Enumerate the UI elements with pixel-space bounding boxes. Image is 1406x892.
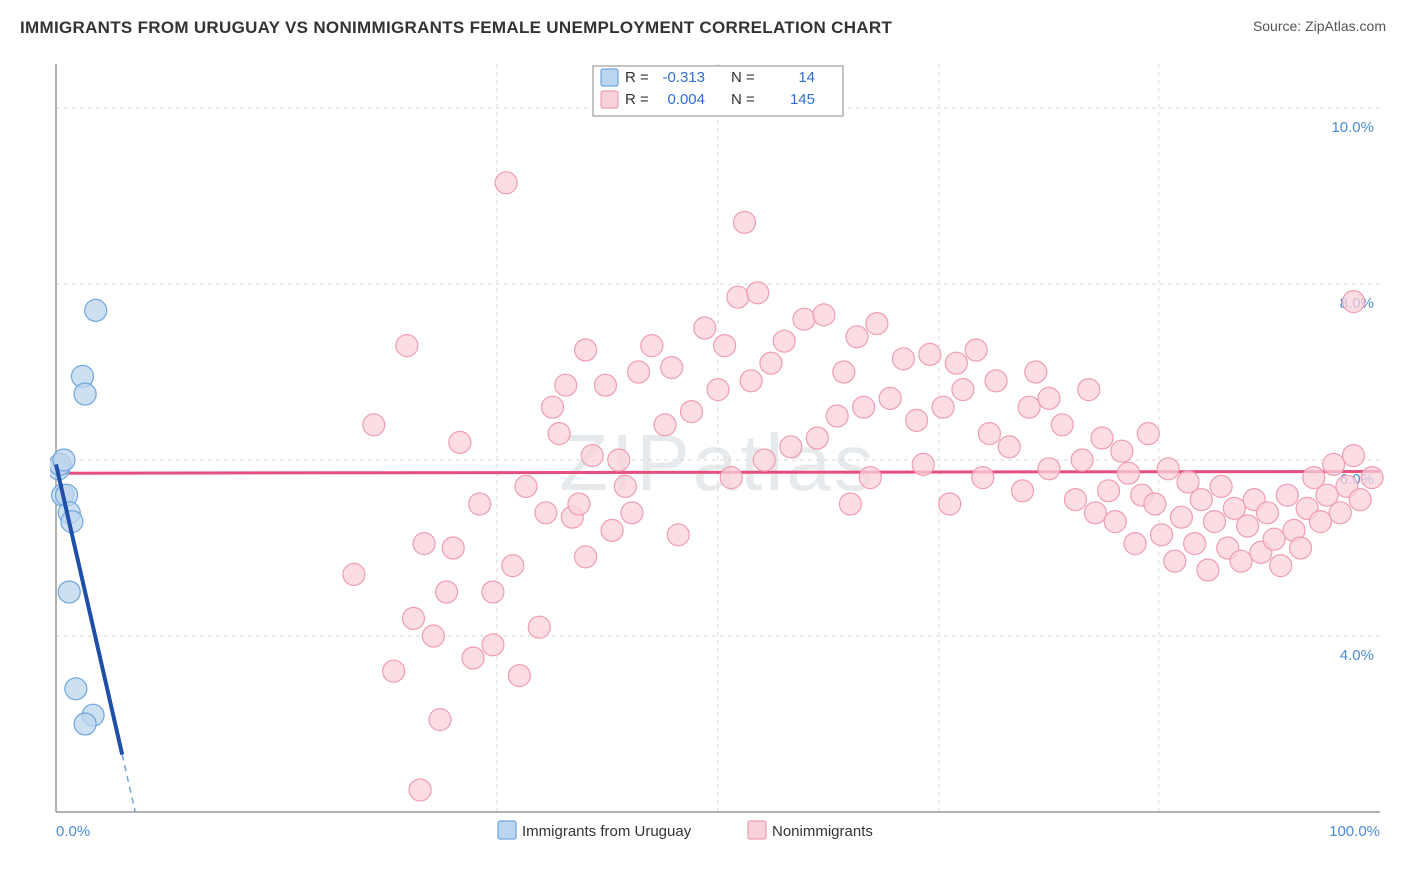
svg-text:145: 145 (790, 91, 815, 108)
svg-text:4.0%: 4.0% (1340, 647, 1374, 664)
svg-text:N =: N = (731, 69, 755, 86)
chart-title: IMMIGRANTS FROM URUGUAY VS NONIMMIGRANTS… (20, 18, 892, 38)
source-attribution: Source: ZipAtlas.com (1253, 18, 1386, 34)
svg-text:N =: N = (731, 91, 755, 108)
source-name: ZipAtlas.com (1305, 18, 1386, 34)
svg-text:Nonimmigrants: Nonimmigrants (772, 823, 873, 840)
svg-text:R =: R = (625, 91, 649, 108)
svg-text:100.0%: 100.0% (1329, 823, 1380, 840)
svg-text:0.004: 0.004 (667, 91, 705, 108)
svg-text:10.0%: 10.0% (1331, 119, 1374, 136)
svg-text:-0.313: -0.313 (662, 69, 705, 86)
svg-text:14: 14 (798, 69, 815, 86)
svg-text:R =: R = (625, 69, 649, 86)
svg-text:0.0%: 0.0% (56, 823, 90, 840)
source-label: Source: (1253, 18, 1305, 34)
scatter-plot: 4.0%6.0%8.0%10.0%ZIPatlas0.0%100.0%Immig… (50, 58, 1386, 848)
svg-text:ZIPatlas: ZIPatlas (559, 418, 876, 507)
svg-text:Immigrants from Uruguay: Immigrants from Uruguay (522, 823, 692, 840)
chart-area: Female Unemployment 4.0%6.0%8.0%10.0%ZIP… (50, 58, 1386, 848)
title-bar: IMMIGRANTS FROM URUGUAY VS NONIMMIGRANTS… (0, 0, 1406, 38)
